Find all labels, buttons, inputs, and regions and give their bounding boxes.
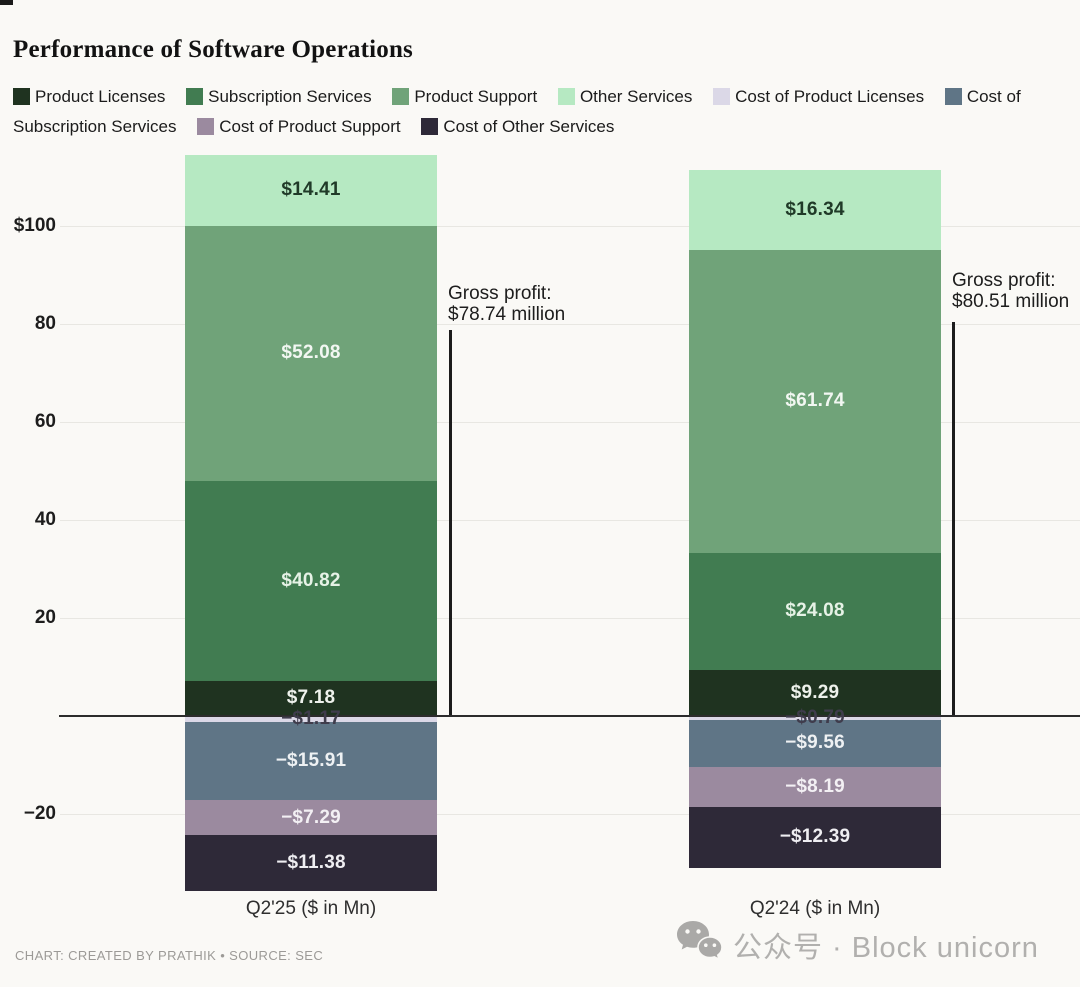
- gridline-40: [60, 520, 1080, 521]
- y-tick-80: 80: [34, 313, 56, 334]
- legend-label: Other Services: [579, 87, 693, 106]
- legend-item: Product Support: [392, 87, 537, 106]
- gridline-80: [60, 324, 1080, 325]
- legend-item: Cost of Product Licenses: [713, 87, 924, 106]
- legend-label: Subscription Services: [208, 87, 372, 106]
- segment-cost-other-services: −$11.38: [185, 835, 437, 892]
- watermark: 公众号 · Block unicorn: [676, 920, 1039, 969]
- legend-item: Cost of Subscription Services: [13, 87, 1021, 136]
- segment-other-services: $14.41: [185, 155, 437, 226]
- segment-value-label: −$11.38: [276, 852, 346, 874]
- legend-swatch-cost-product-support: [197, 118, 215, 135]
- segment-subscription-services: $24.08: [689, 552, 941, 671]
- segment-value-label: −$8.19: [785, 775, 845, 797]
- segment-cost-product-licenses: −$0.79: [689, 707, 941, 728]
- legend-swatch-product-support: [392, 88, 410, 105]
- legend-label: Product Support: [414, 87, 538, 106]
- gridline-neg20: [60, 814, 1080, 815]
- segment-value-label: −$15.91: [275, 749, 347, 771]
- legend-item: Other Services: [557, 87, 693, 106]
- legend-swatch-cost-product-licenses: [713, 88, 731, 105]
- legend-swatch-cost-other-services: [421, 118, 439, 135]
- watermark-text: 公众号 · Block unicorn: [733, 931, 1039, 964]
- segment-product-licenses: $9.29: [689, 670, 941, 716]
- segment-cost-subscription-services: −$9.56: [689, 719, 941, 767]
- gridline-100: [60, 226, 1080, 227]
- chart-title: Performance of Software Operations: [13, 36, 413, 63]
- y-tick-20: 20: [34, 607, 56, 628]
- gross-profit-label: Gross profit:: [448, 283, 552, 304]
- segment-value-label: $7.18: [286, 687, 336, 709]
- legend-label: Cost of Product Licenses: [735, 87, 925, 106]
- gross-profit-value: $78.74 million: [448, 304, 566, 325]
- gross-profit-label: Gross profit:: [952, 270, 1056, 291]
- segment-cost-other-services: −$12.39: [689, 806, 941, 868]
- segment-value-label: −$1.17: [281, 707, 341, 729]
- segment-value-label: −$12.39: [779, 826, 851, 848]
- segment-value-label: $40.82: [281, 569, 341, 591]
- segment-value-label: $24.08: [785, 600, 845, 622]
- bar-q225-positive-stack: $14.41 $52.08 $40.82 $7.18: [185, 155, 437, 716]
- segment-value-label: $52.08: [281, 342, 341, 364]
- wechat-icon: [676, 920, 724, 969]
- zero-axis-line: [59, 715, 1080, 717]
- gross-profit-annotation-q224: Gross profit: $80.51 million: [952, 270, 1069, 312]
- legend-swatch-product-licenses: [13, 88, 30, 105]
- bar-q224-negative-stack: −$0.79 −$9.56 −$8.19 −$12.39: [689, 707, 941, 868]
- segment-cost-product-support: −$8.19: [689, 766, 941, 807]
- segment-value-label: $9.29: [790, 682, 840, 704]
- segment-product-support: $52.08: [185, 225, 437, 481]
- segment-cost-product-licenses: −$1.17: [185, 708, 437, 729]
- legend-item: Cost of Other Services: [421, 117, 614, 136]
- legend-label: Cost of Other Services: [443, 117, 615, 136]
- x-axis-label-q224: Q2'24 ($ in Mn): [749, 898, 881, 919]
- gridline-20: [60, 618, 1080, 619]
- segment-value-label: $16.34: [785, 198, 845, 220]
- segment-value-label: $61.74: [785, 390, 845, 412]
- gross-profit-line-q224: [952, 321, 955, 716]
- segment-product-licenses: $7.18: [185, 680, 437, 716]
- segment-product-support: $61.74: [689, 249, 941, 553]
- bar-q225-negative-stack: −$1.17 −$15.91 −$7.29 −$11.38: [185, 708, 437, 892]
- segment-subscription-services: $40.82: [185, 480, 437, 681]
- legend-item: Subscription Services: [186, 87, 372, 106]
- segment-cost-subscription-services: −$15.91: [185, 721, 437, 800]
- legend-label: Cost of Subscription Services: [13, 87, 1021, 136]
- legend-label: Product Licenses: [35, 87, 166, 106]
- legend-item: Cost of Product Support: [197, 117, 401, 136]
- legend-label: Cost of Product Support: [219, 117, 401, 136]
- legend-swatch-subscription-services: [186, 88, 204, 105]
- gridline-60: [60, 422, 1080, 423]
- segment-value-label: −$0.79: [785, 706, 845, 728]
- y-tick-neg20: −20: [23, 803, 56, 824]
- gross-profit-line-q225: [449, 330, 452, 716]
- gross-profit-annotation-q225: Gross profit: $78.74 million: [448, 283, 565, 325]
- segment-value-label: −$9.56: [785, 732, 845, 754]
- bar-q224-positive-stack: $16.34 $61.74 $24.08 $9.29: [689, 169, 941, 716]
- segment-other-services: $16.34: [689, 169, 941, 250]
- gross-profit-value: $80.51 million: [952, 291, 1070, 312]
- chart-credit: CHART: CREATED BY PRATHIK • SOURCE: SEC: [15, 948, 324, 963]
- legend: Product Licenses Subscription Services P…: [13, 82, 1071, 142]
- segment-cost-product-support: −$7.29: [185, 799, 437, 836]
- legend-swatch-cost-subscription-services: [944, 88, 962, 105]
- y-tick-40: 40: [34, 509, 56, 530]
- y-tick-60: 60: [34, 411, 56, 432]
- segment-value-label: −$7.29: [281, 806, 341, 828]
- legend-swatch-other-services: [557, 88, 575, 105]
- legend-item: Product Licenses: [13, 87, 165, 106]
- corner-artifact: [0, 0, 13, 5]
- x-axis-label-q225: Q2'25 ($ in Mn): [245, 898, 377, 919]
- y-tick-100: $100: [13, 215, 56, 236]
- segment-value-label: $14.41: [281, 179, 341, 201]
